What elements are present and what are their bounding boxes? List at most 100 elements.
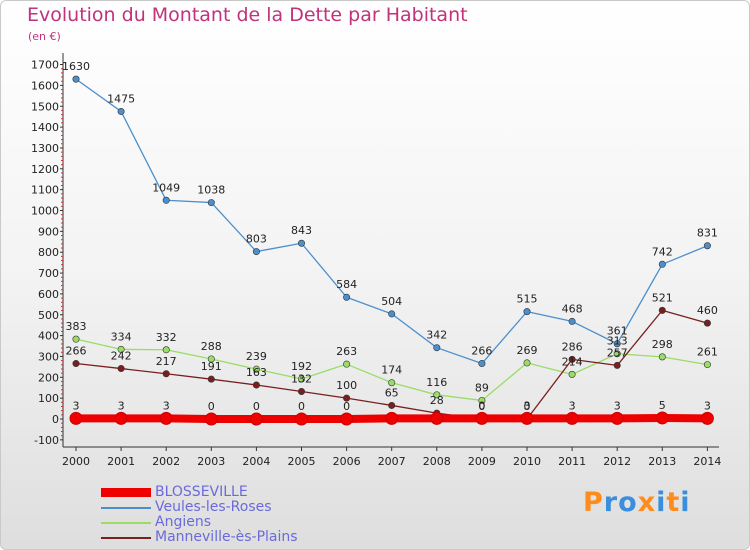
series-lines — [69, 75, 714, 426]
y-tick-label: 1200 — [31, 163, 59, 176]
data-label: 217 — [156, 355, 177, 368]
data-label: 342 — [426, 329, 447, 342]
data-point — [388, 379, 396, 387]
x-tick-label: 2009 — [468, 455, 496, 468]
data-point — [568, 317, 576, 325]
data-label: 0 — [478, 399, 485, 412]
data-label: 460 — [697, 304, 718, 317]
y-tick-label: 200 — [38, 371, 59, 384]
data-point — [388, 310, 396, 318]
data-point — [613, 340, 621, 348]
data-label: 3 — [614, 399, 621, 412]
data-label: 0 — [208, 400, 215, 413]
data-label: 3 — [163, 399, 170, 412]
data-label: 3 — [569, 399, 576, 412]
logo-letter: i — [680, 487, 691, 518]
legend-item: Veules-les-Roses — [101, 500, 298, 515]
data-point — [69, 411, 83, 425]
legend-swatch — [101, 488, 151, 497]
data-label: 334 — [111, 330, 132, 343]
x-tick-label: 2005 — [288, 455, 316, 468]
y-tick-label: 400 — [38, 330, 59, 343]
data-point — [114, 411, 128, 425]
data-point — [658, 306, 666, 314]
logo-letter: t — [666, 487, 681, 518]
y-tick-label: 0 — [52, 413, 59, 426]
data-point — [159, 411, 173, 425]
proxiti-logo: Proxiti — [583, 487, 691, 518]
data-point — [252, 381, 260, 389]
data-point — [72, 360, 80, 368]
y-tick-label: 1400 — [31, 121, 59, 134]
data-point — [703, 242, 711, 250]
data-label: 28 — [430, 394, 444, 407]
data-point — [655, 411, 669, 425]
data-point — [703, 361, 711, 369]
data-point — [204, 412, 218, 426]
data-label: 1630 — [62, 60, 90, 73]
x-tick-label: 2013 — [648, 455, 676, 468]
legend-item: Angiens — [101, 515, 298, 530]
data-label: 742 — [652, 245, 673, 258]
data-point — [658, 260, 666, 268]
data-label: 269 — [517, 344, 538, 357]
data-label: 0 — [524, 400, 531, 413]
legend-swatch — [101, 536, 151, 539]
y-tick-label: 500 — [38, 309, 59, 322]
data-point — [117, 345, 125, 353]
data-point — [475, 411, 489, 425]
data-point — [117, 107, 125, 115]
data-point — [340, 412, 354, 426]
data-label: 257 — [607, 346, 628, 359]
x-tick-label: 2000 — [62, 455, 90, 468]
data-point — [162, 196, 170, 204]
data-point — [207, 375, 215, 383]
data-label: 163 — [246, 366, 267, 379]
data-label: 266 — [66, 345, 87, 358]
y-tick-label: 1300 — [31, 142, 59, 155]
series-line — [75, 78, 708, 365]
x-tick-label: 2004 — [242, 455, 270, 468]
data-point — [249, 412, 263, 426]
data-point — [478, 360, 486, 368]
legend-label: Manneville-ès-Plains — [155, 529, 298, 545]
x-tick-label: 2010 — [513, 455, 541, 468]
x-tick-label: 2011 — [558, 455, 586, 468]
logo-letter: x — [637, 487, 657, 518]
data-label: 214 — [562, 355, 583, 368]
data-point — [385, 411, 399, 425]
data-label: 468 — [562, 302, 583, 315]
data-label: 89 — [475, 381, 489, 394]
data-label: 521 — [652, 291, 673, 304]
data-label: 288 — [201, 340, 222, 353]
data-point — [430, 411, 444, 425]
legend-label: BLOSSEVILLE — [155, 484, 248, 500]
data-label: 584 — [336, 278, 357, 291]
data-label: 332 — [156, 331, 177, 344]
y-tick-label: 300 — [38, 350, 59, 363]
data-label: 1049 — [152, 181, 180, 194]
x-tick-label: 2001 — [107, 455, 135, 468]
y-tick-label: 600 — [38, 288, 59, 301]
data-point — [297, 387, 305, 395]
y-tick-label: 900 — [38, 225, 59, 238]
data-point — [523, 359, 531, 367]
data-point — [565, 411, 579, 425]
data-label: 132 — [291, 372, 312, 385]
data-label: 286 — [562, 340, 583, 353]
data-label: 3 — [704, 399, 711, 412]
legend-item: Manneville-ès-Plains — [101, 530, 298, 545]
legend-label: Veules-les-Roses — [155, 499, 272, 515]
data-point — [613, 350, 621, 358]
data-point — [162, 370, 170, 378]
data-label: 116 — [426, 376, 447, 389]
y-tick-label: -100 — [34, 434, 59, 447]
legend-swatch — [101, 521, 151, 524]
data-label: 803 — [246, 233, 267, 246]
x-tick-label: 2012 — [603, 455, 631, 468]
data-point — [297, 239, 305, 247]
y-tick-label: 1100 — [31, 184, 59, 197]
data-point — [433, 391, 441, 399]
